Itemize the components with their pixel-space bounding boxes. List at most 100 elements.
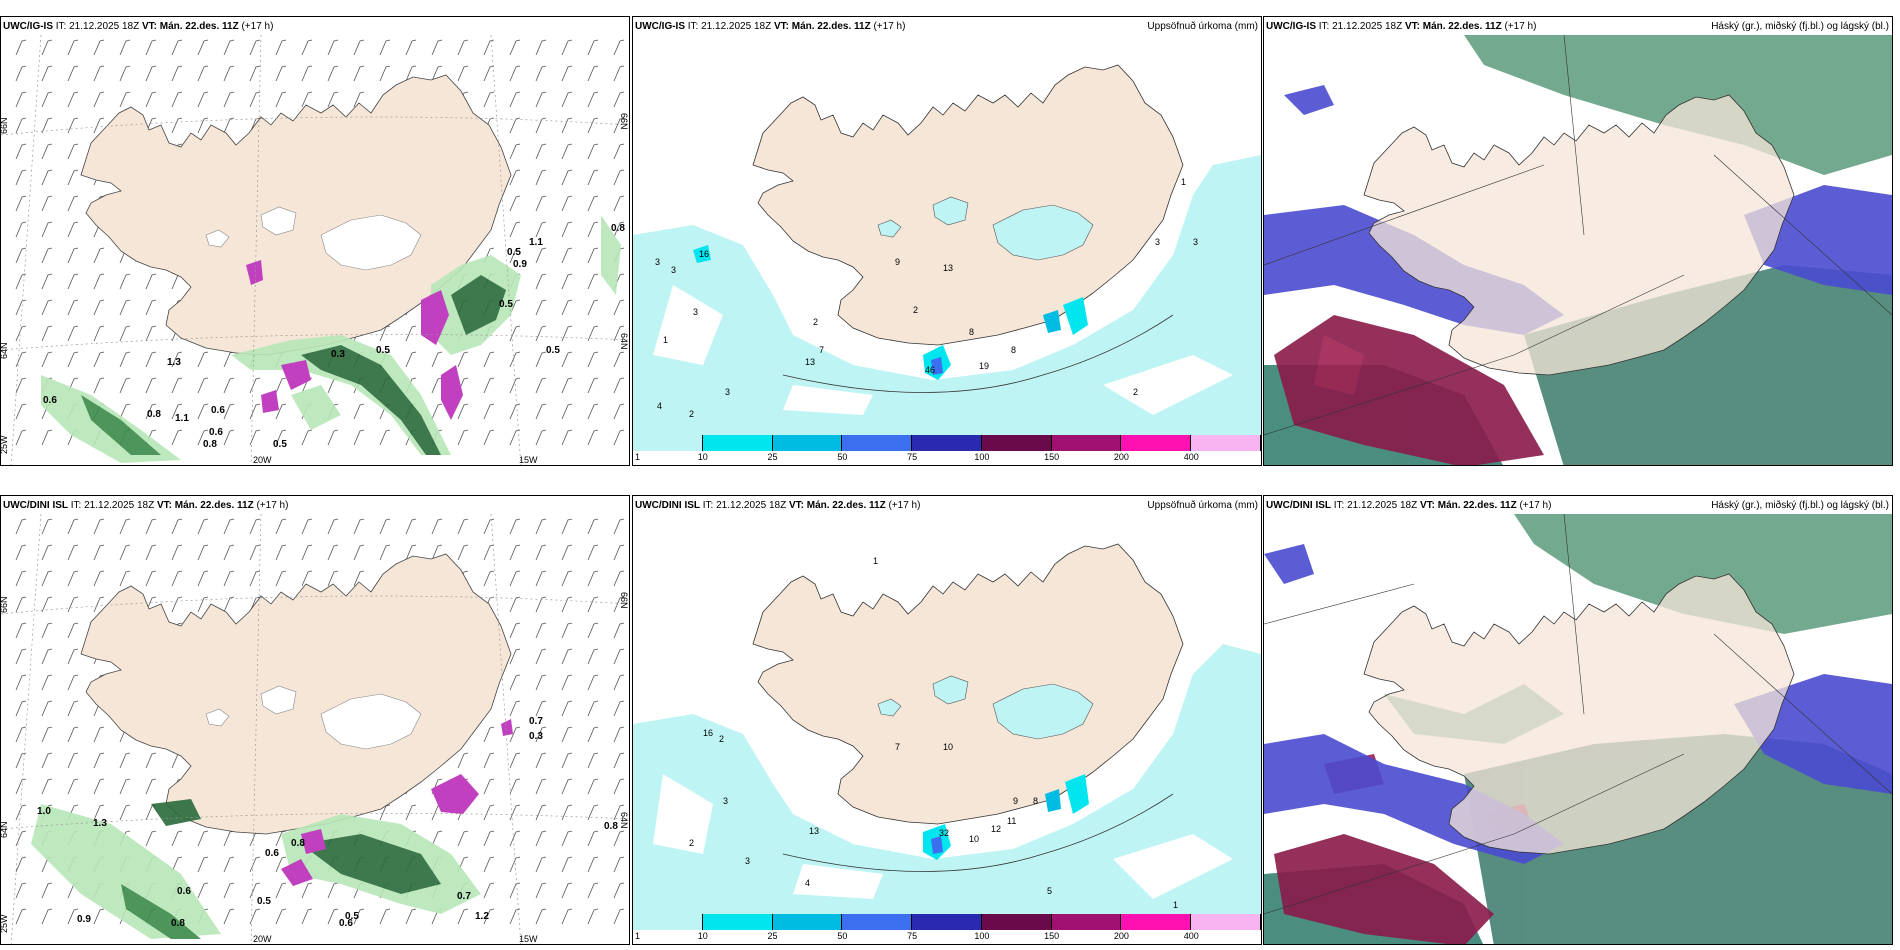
wind-barb (119, 351, 131, 368)
wind-barb (587, 856, 599, 873)
wind-barb (587, 117, 599, 134)
precip-value: 0.5 (257, 896, 271, 907)
panel-header: UWC/DINI ISL IT: 21.12.2025 18Z VT: Mán.… (1266, 500, 1552, 511)
wind-barb (535, 39, 547, 56)
precip-value: 8 (1011, 345, 1016, 355)
lat-label: 25W (1, 914, 9, 933)
colorbar-swatch (981, 914, 1052, 930)
precip-value: 1.0 (37, 806, 51, 817)
wind-barb (431, 518, 443, 535)
wind-barb (561, 351, 573, 368)
precip-value: 7 (819, 345, 824, 355)
precip-value: 1.1 (175, 413, 189, 424)
wind-barb (67, 908, 79, 925)
precip-value: 19 (979, 361, 989, 371)
wind-barb (561, 648, 573, 665)
wind-barb (15, 221, 27, 238)
lon-label: 15W (519, 455, 538, 465)
wind-barb (405, 351, 417, 368)
wind-barb (145, 377, 157, 394)
wind-barb (353, 39, 365, 56)
wind-barb (171, 117, 183, 134)
wind-barb (119, 804, 131, 821)
wind-barb (15, 570, 27, 587)
wind-barb (587, 908, 599, 925)
wind-barb (15, 700, 27, 717)
wind-barb (119, 778, 131, 795)
wind-barb (67, 247, 79, 264)
wind-barb (15, 804, 27, 821)
wind-barb (535, 726, 547, 743)
precip-value: 0.8 (611, 223, 625, 234)
wind-barb (145, 752, 157, 769)
wind-barb (275, 377, 287, 394)
wind-barb (509, 596, 521, 613)
wind-barb (197, 856, 209, 873)
lat-label: 66N (1, 596, 9, 613)
wind-barb (249, 403, 261, 420)
wind-barb (93, 908, 105, 925)
precip-value: 2 (719, 734, 724, 744)
wind-barb (41, 143, 53, 160)
wind-barb (561, 403, 573, 420)
wind-barb (561, 544, 573, 561)
wind-barb (535, 195, 547, 212)
wind-barb (67, 674, 79, 691)
wind-barb (379, 429, 391, 446)
wind-barb (67, 648, 79, 665)
wind-barb (535, 700, 547, 717)
wind-barb (93, 117, 105, 134)
precip-value: 9 (895, 257, 900, 267)
wind-barb (41, 596, 53, 613)
wind-barb (561, 247, 573, 264)
wind-barb (249, 908, 261, 925)
map-accum-precip: 3 3 16 3 1 13 7 2 9 13 2 46 19 8 8 3 1 3… (633, 35, 1261, 435)
wind-barb (535, 325, 547, 342)
wind-barb (587, 91, 599, 108)
wind-barb (405, 804, 417, 821)
precip-value: 0.5 (507, 247, 521, 258)
precip-value: 12 (991, 824, 1001, 834)
wind-barb (561, 778, 573, 795)
precip-value: 0.8 (171, 918, 185, 929)
wind-barb (613, 377, 625, 394)
lat-label: 64N (1, 342, 9, 359)
wind-barb (15, 648, 27, 665)
wind-barb (613, 700, 625, 717)
wind-barb (327, 65, 339, 82)
wind-barb (249, 429, 261, 446)
wind-barb (535, 143, 547, 160)
wind-barb (67, 39, 79, 56)
precip-value: 3 (655, 257, 660, 267)
wind-barb (249, 882, 261, 899)
precip-value: 32 (939, 828, 949, 838)
wind-barb (405, 65, 417, 82)
precip-value: 16 (703, 728, 713, 738)
wind-barb (587, 403, 599, 420)
wind-barb (535, 65, 547, 82)
panel-header: UWC/IG-IS IT: 21.12.2025 18Z VT: Mán. 22… (1266, 21, 1537, 32)
precip-light-areas (633, 644, 1261, 914)
precip-value: 0.9 (513, 259, 527, 270)
wind-barb (535, 273, 547, 290)
colorbar-label: 1 (635, 931, 641, 941)
wind-barb (41, 648, 53, 665)
wind-barb (15, 39, 27, 56)
wind-barb (197, 570, 209, 587)
wind-barb (41, 908, 53, 925)
precip-colorbar: 1 10 25 50 75 100 150 200 400 (633, 914, 1261, 944)
wind-barb (457, 908, 469, 925)
wind-barb (15, 778, 27, 795)
wind-barb (509, 778, 521, 795)
wind-barb (223, 570, 235, 587)
colorbar-swatch (1051, 435, 1122, 451)
wind-barb (509, 830, 521, 847)
wind-barb (535, 674, 547, 691)
wind-barb (613, 882, 625, 899)
wind-barb (41, 195, 53, 212)
wind-barb (41, 117, 53, 134)
precip-value: 4 (805, 878, 810, 888)
wind-barb (509, 700, 521, 717)
colorbar-label: 10 (697, 931, 708, 941)
wind-barb (223, 856, 235, 873)
